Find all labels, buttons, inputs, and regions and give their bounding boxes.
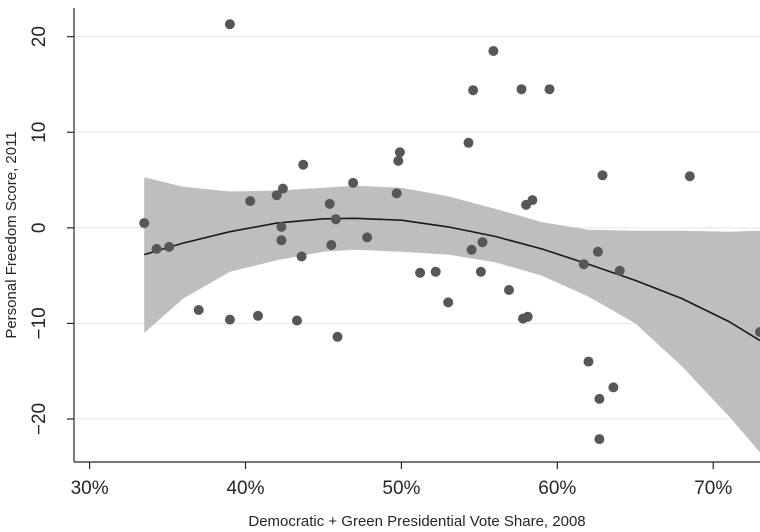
data-point	[684, 171, 695, 182]
data-point	[516, 84, 527, 95]
x-tick-label: 60%	[538, 478, 576, 499]
data-point	[298, 159, 309, 170]
data-point	[522, 311, 533, 322]
data-point	[415, 267, 426, 278]
data-point	[597, 170, 608, 181]
data-point	[391, 188, 402, 199]
data-point	[592, 246, 603, 257]
data-point	[139, 218, 150, 229]
data-point	[466, 244, 477, 255]
data-point	[504, 285, 514, 295]
fit-line	[143, 217, 760, 342]
x-tick-label: 70%	[694, 478, 732, 499]
data-point	[326, 240, 337, 250]
data-point	[332, 331, 343, 342]
data-point	[544, 84, 555, 95]
data-point	[271, 190, 282, 201]
data-point	[394, 147, 405, 158]
data-point	[578, 259, 589, 270]
data-point	[463, 137, 474, 148]
data-point	[755, 327, 760, 337]
data-point	[488, 46, 499, 56]
data-point	[277, 183, 288, 194]
confidence-band-layer	[144, 177, 760, 453]
data-point	[348, 177, 359, 188]
y-tick-label: 10	[29, 122, 50, 143]
y-tick-label: 0	[29, 223, 50, 234]
y-tick-label: −20	[29, 403, 50, 435]
y-tick-label: 20	[29, 26, 50, 47]
data-point	[296, 251, 307, 262]
data-point	[614, 265, 625, 276]
data-point	[164, 241, 175, 252]
data-point	[477, 237, 488, 248]
data-point	[527, 195, 538, 206]
data-point	[292, 315, 302, 326]
confidence-band	[144, 177, 760, 453]
data-point	[468, 85, 479, 96]
y-axis-title: Personal Freedom Score, 2011	[3, 131, 20, 338]
data-point	[362, 232, 373, 243]
data-point	[583, 356, 594, 367]
data-point	[594, 434, 605, 445]
fit-line-layer	[143, 217, 760, 342]
data-point	[224, 314, 235, 325]
data-point	[430, 266, 441, 277]
data-point	[330, 214, 341, 225]
y-tick-label: −10	[29, 307, 50, 339]
data-point	[324, 198, 335, 209]
data-point	[594, 393, 605, 404]
data-point	[151, 243, 162, 254]
x-tick-label: 50%	[382, 478, 420, 499]
data-point	[443, 297, 454, 308]
x-tick-label: 40%	[226, 478, 264, 499]
data-point	[193, 305, 204, 315]
data-point	[276, 235, 287, 246]
x-tick-label: 30%	[71, 478, 109, 499]
data-point	[393, 155, 404, 166]
data-point	[253, 310, 263, 321]
x-axis-title: Democratic + Green Presidential Vote Sha…	[248, 513, 585, 530]
data-point	[276, 221, 287, 232]
data-points-layer	[139, 19, 760, 445]
data-point	[245, 196, 256, 207]
axes-layer	[73, 8, 760, 463]
data-point	[475, 266, 486, 277]
data-point	[224, 19, 235, 30]
data-point	[608, 382, 619, 393]
ticks-layer: 30% 40% 50% 60% 70% −20 −10 0 10 20	[29, 26, 732, 499]
